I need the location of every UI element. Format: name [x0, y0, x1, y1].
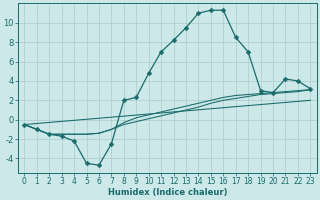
X-axis label: Humidex (Indice chaleur): Humidex (Indice chaleur)	[108, 188, 227, 197]
